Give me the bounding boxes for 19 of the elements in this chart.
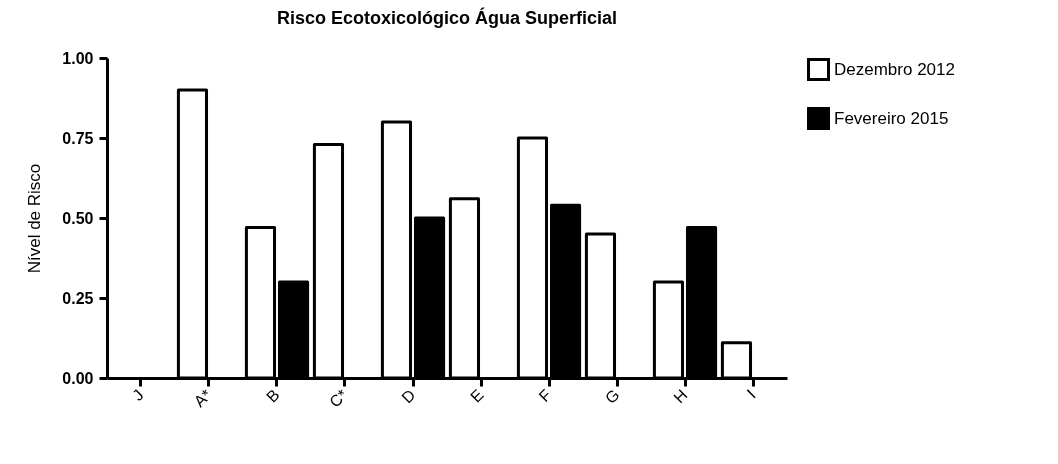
- x-tick-label: G: [601, 386, 623, 407]
- y-axis-title: Nível de Risco: [25, 163, 45, 274]
- x-tick-label: C*: [326, 386, 351, 411]
- y-tick-label: 0.75: [62, 129, 94, 147]
- y-tick-label: 0.50: [62, 209, 94, 227]
- legend-label: Fevereiro 2015: [834, 108, 949, 128]
- y-tick-label: 0.00: [62, 369, 94, 387]
- x-tick-label: D: [398, 386, 419, 407]
- y-tick-label: 1.00: [62, 49, 94, 67]
- chart-title: Risco Ecotoxicológico Água Superficial: [276, 7, 618, 28]
- x-tick-label: F: [535, 385, 555, 406]
- legend-label: Dezembro 2012: [834, 59, 955, 79]
- x-tick-label: A*: [190, 386, 215, 411]
- x-tick-label: I: [743, 386, 759, 402]
- x-tick-label: E: [467, 386, 487, 406]
- x-tick-label: J: [128, 386, 147, 404]
- x-tick-label: H: [670, 386, 691, 407]
- x-tick-label: B: [263, 386, 283, 406]
- y-tick-label: 0.25: [62, 289, 94, 307]
